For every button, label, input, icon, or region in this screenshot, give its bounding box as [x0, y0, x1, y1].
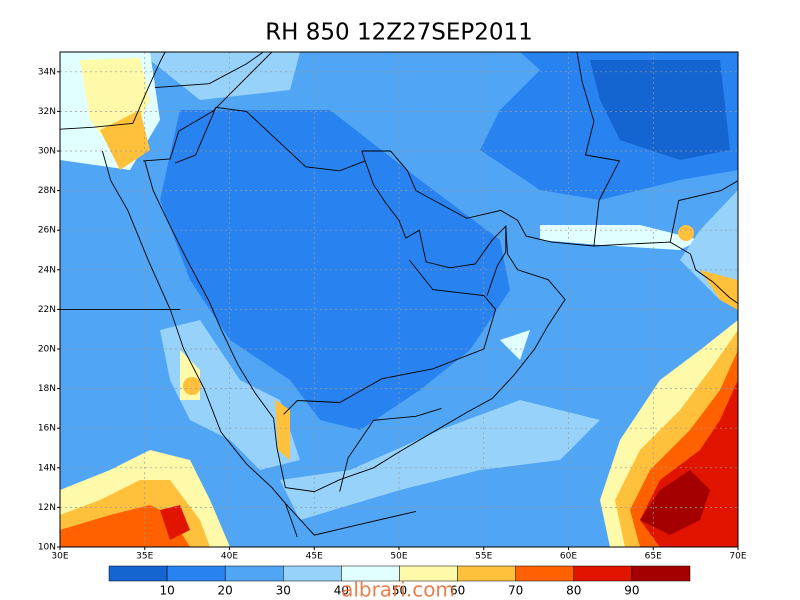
colorbar-box: [515, 565, 575, 582]
lat-tick-label: 22N: [38, 305, 56, 315]
coastline: [101, 150, 298, 538]
lat-tick-label: 26N: [38, 226, 56, 236]
lat-tick-label: 32N: [38, 107, 56, 117]
lon-tick-label: 45E: [306, 552, 323, 562]
coastline: [154, 52, 264, 89]
colorbar-label: 80: [566, 584, 581, 598]
lon-tick-label: 35E: [136, 552, 153, 562]
lon-tick-label: 55E: [475, 552, 492, 562]
lon-tick-label: 60E: [560, 552, 577, 562]
coastline: [143, 52, 273, 162]
colorbar-label: 70: [508, 584, 523, 598]
lat-tick-label: 34N: [38, 67, 56, 77]
colorbar-label: 60: [450, 584, 465, 598]
colorbar-box: [573, 565, 633, 582]
lon-tick-label: 30E: [51, 552, 68, 562]
colorbar-box: [283, 565, 342, 582]
colorbar-label: 20: [218, 584, 233, 598]
lat-tick-label: 24N: [38, 265, 56, 275]
colorbar-label: 90: [624, 584, 639, 598]
coastline: [486, 226, 507, 296]
colorbar-box: [224, 565, 284, 582]
colorbar-box: [166, 565, 226, 582]
lon-tick-label: 40E: [221, 552, 238, 562]
colorbar-box: [631, 565, 691, 582]
coastline: [339, 407, 442, 492]
lon-tick-label: 50E: [390, 552, 407, 562]
lat-tick-label: 16N: [38, 424, 56, 434]
coastline: [285, 503, 417, 536]
lat-tick-label: 14N: [38, 463, 56, 473]
lat-tick-label: 18N: [38, 384, 56, 394]
lat-tick-label: 30N: [38, 147, 56, 157]
lon-tick-label: 70E: [729, 552, 746, 562]
coastline: [576, 52, 621, 247]
coastline: [175, 106, 366, 172]
watermark: albrari.com: [341, 578, 455, 600]
coastline: [669, 180, 738, 243]
coastline: [283, 259, 497, 415]
rh-field: [60, 52, 738, 547]
lat-tick-label: 10N: [38, 543, 56, 553]
lat-tick-label: 12N: [38, 503, 56, 513]
colorbar-label: 30: [276, 584, 291, 598]
colorbar-label: 10: [159, 584, 174, 598]
colorbar-label: 50: [392, 584, 407, 598]
coastline: [60, 52, 166, 130]
coastline: [361, 150, 738, 304]
colorbar-label: 40: [334, 584, 349, 598]
lat-tick-label: 20N: [38, 345, 56, 355]
lon-tick-label: 65E: [645, 552, 662, 562]
colorbar-box: [108, 565, 168, 582]
lat-tick-label: 28N: [38, 186, 56, 196]
colorbar-box: [457, 565, 516, 582]
coastline: [144, 150, 566, 493]
map-title: RH 850 12Z27SEP2011: [265, 20, 533, 46]
